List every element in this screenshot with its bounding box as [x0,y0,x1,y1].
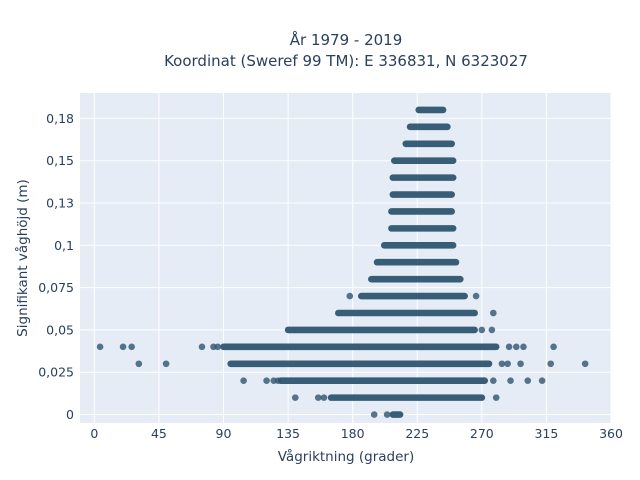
point-band [220,343,500,351]
point-band [335,309,478,317]
point-band [402,140,455,148]
data-point [488,326,496,334]
data-point [581,360,589,368]
plot-area [80,93,611,423]
y-tick-label: 0,18 [46,111,74,126]
data-point [517,360,524,368]
point-band [390,157,457,164]
data-point [240,377,247,384]
x-tick-label: 315 [534,426,558,441]
x-axis-ticks: 0 45 90 135 180 225 270 315 360 [90,426,623,441]
data-point [314,394,322,401]
data-point [128,343,135,351]
data-point [547,360,555,368]
chart-title-line2: Koordinat (Sweref 99 TM): E 336831, N 63… [164,52,528,70]
x-tick-label: 0 [90,426,98,441]
data-point [263,377,270,384]
data-point [478,326,486,334]
point-band [277,377,489,384]
data-point [119,343,127,351]
data-point [504,360,511,368]
data-point [96,343,104,351]
x-tick-label: 90 [216,426,232,441]
gridlines [80,93,612,423]
point-band [373,258,460,266]
x-tick-label: 135 [276,426,300,441]
y-tick-label: 0,025 [38,365,74,380]
y-tick-label: 0,13 [46,196,74,211]
y-tick-label: 0,15 [46,153,74,168]
data-point [274,377,282,384]
y-axis-title: Signifikant våghöjd (m) [14,179,31,337]
point-band [389,191,455,198]
data-point [507,377,514,384]
y-tick-label: 0 [66,407,74,422]
data-point [512,343,520,351]
point-band [388,225,457,232]
data-point [524,377,532,384]
point-band [389,174,457,181]
data-point [538,377,546,384]
data-point [320,394,328,401]
point-band [380,242,457,249]
point-band [227,360,493,368]
x-tick-label: 225 [405,426,429,441]
data-points [96,106,589,418]
x-tick-label: 270 [470,426,494,441]
point-band [388,208,455,215]
point-band [389,411,404,418]
data-point [291,394,299,401]
data-point [370,411,378,418]
x-axis-title: Vågriktning (grader) [278,448,415,465]
x-tick-label: 180 [341,426,365,441]
data-point [490,309,497,317]
data-point [520,343,527,351]
data-point [214,343,222,351]
point-band [327,394,486,401]
data-point [505,343,513,351]
data-point [162,360,170,368]
point-band [415,106,447,114]
data-point [498,360,506,368]
point-band [357,292,468,300]
data-point [198,343,206,351]
data-point [490,377,497,384]
y-tick-label: 0,075 [38,280,74,295]
x-tick-label: 360 [599,426,623,441]
data-point [492,394,500,401]
x-tick-label: 45 [151,426,167,441]
data-point [383,411,391,418]
data-point [472,292,480,300]
point-band [406,123,451,131]
data-point [346,292,354,300]
data-point [135,360,143,368]
y-tick-label: 0,05 [46,322,74,337]
y-tick-label: 0,1 [54,238,74,253]
point-band [368,275,464,283]
data-point [550,343,557,351]
y-axis-ticks: 0 0,025 0,05 0,075 0,1 0,13 0,15 0,18 [38,111,74,422]
chart-title-line1: År 1979 - 2019 [290,30,403,49]
point-band [284,326,478,334]
